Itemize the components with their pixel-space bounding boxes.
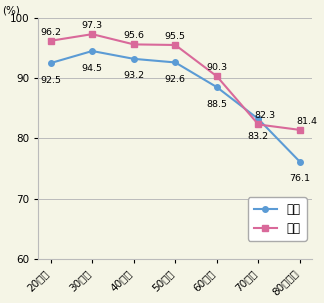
女性 (215, 75, 219, 78)
Text: 96.2: 96.2 (40, 28, 61, 37)
男性 (173, 61, 177, 64)
女性 (132, 43, 136, 46)
女性 (49, 39, 52, 43)
Text: 81.4: 81.4 (296, 117, 318, 126)
女性 (257, 123, 260, 126)
女性 (298, 128, 302, 132)
Text: (%): (%) (3, 5, 20, 15)
男性 (257, 117, 260, 121)
Text: 93.2: 93.2 (123, 71, 144, 80)
Text: 76.1: 76.1 (289, 174, 310, 183)
Text: 92.6: 92.6 (165, 75, 186, 84)
Text: 90.3: 90.3 (206, 63, 227, 72)
男性 (132, 57, 136, 61)
女性 (173, 43, 177, 47)
Text: 88.5: 88.5 (206, 100, 227, 109)
男性 (90, 49, 94, 53)
Line: 男性: 男性 (48, 48, 303, 165)
男性 (49, 61, 52, 65)
Text: 94.5: 94.5 (82, 64, 103, 72)
男性 (215, 85, 219, 89)
女性 (90, 32, 94, 36)
Legend: 男性, 女性: 男性, 女性 (248, 197, 307, 241)
Text: 92.5: 92.5 (40, 75, 61, 85)
Text: 95.6: 95.6 (123, 31, 144, 40)
Text: 97.3: 97.3 (82, 21, 103, 30)
Text: 83.2: 83.2 (248, 132, 269, 141)
Text: 82.3: 82.3 (255, 111, 276, 120)
Text: 95.5: 95.5 (165, 32, 186, 41)
男性 (298, 160, 302, 164)
Line: 女性: 女性 (48, 32, 303, 133)
